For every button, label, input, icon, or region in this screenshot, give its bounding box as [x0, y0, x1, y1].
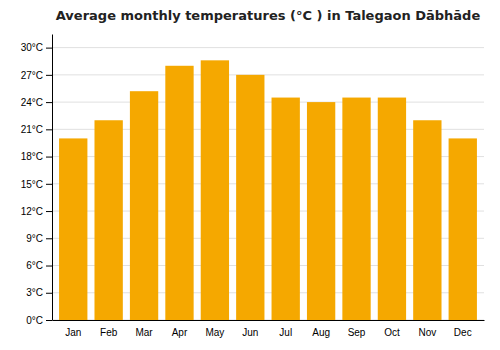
y-tick-label: 21°C [21, 124, 43, 135]
bars [59, 60, 477, 320]
y-tick: 12°C [21, 206, 52, 217]
y-tick: 0°C [26, 315, 52, 326]
bar [413, 120, 441, 320]
bar [236, 75, 264, 320]
bar [449, 138, 477, 320]
y-tick-mark [46, 129, 52, 130]
y-tick-mark [46, 293, 52, 294]
y-tick-mark [46, 48, 52, 49]
y-tick-mark [46, 102, 52, 103]
x-tick: Feb [100, 327, 118, 338]
y-tick-mark [46, 238, 52, 239]
grid-line [52, 102, 484, 103]
bar [307, 102, 335, 320]
y-tick-label: 24°C [21, 97, 43, 108]
y-axis: 0°C 3°C 6°C 9°C 12°C 15°C 18°C 21°C 24°C 27°C 30°C [21, 35, 53, 326]
x-tick-label: Jul [279, 327, 292, 338]
x-tick: Oct [384, 327, 400, 338]
x-tick-label: Dec [454, 327, 472, 338]
x-tick-label: Apr [172, 327, 188, 338]
x-tick: Apr [172, 327, 188, 338]
x-axis: Jan Feb Mar Apr May Jun Jul Aug Sep Oct Nov Dec [53, 321, 485, 339]
y-tick-mark [46, 211, 52, 212]
y-tick: 6°C [26, 260, 52, 271]
x-tick: May [205, 327, 224, 338]
x-tick: Jun [242, 327, 258, 338]
x-tick-label: Oct [384, 327, 400, 338]
x-tick-label: Jan [65, 327, 81, 338]
x-tick-label: Aug [312, 327, 330, 338]
y-tick-mark [46, 320, 52, 321]
y-tick-mark [46, 75, 52, 76]
x-tick-label: Nov [418, 327, 436, 338]
y-tick-label: 12°C [21, 206, 43, 217]
y-tick-label: 0°C [26, 315, 43, 326]
x-tick: Aug [312, 327, 330, 338]
y-axis-line [52, 35, 53, 321]
y-tick: 3°C [26, 287, 52, 298]
y-tick-mark [46, 184, 52, 185]
bar [378, 98, 406, 320]
grid [52, 48, 484, 320]
x-tick-label: Jun [242, 327, 258, 338]
y-tick-label: 15°C [21, 179, 43, 190]
y-tick-mark [46, 266, 52, 267]
bar [59, 138, 87, 320]
title: Average monthly temperatures (°C ) in Ta… [56, 8, 481, 23]
y-tick-label: 30°C [21, 42, 43, 53]
x-tick: Sep [348, 327, 366, 338]
x-tick-label: Mar [135, 327, 153, 338]
x-tick: Jul [279, 327, 292, 338]
y-tick: 15°C [21, 179, 52, 190]
x-tick-label: Sep [348, 327, 366, 338]
y-tick-label: 9°C [26, 233, 43, 244]
bar [201, 60, 229, 320]
y-tick: 27°C [21, 70, 52, 81]
x-tick-label: May [205, 327, 224, 338]
x-tick: Nov [418, 327, 436, 338]
x-tick-label: Feb [100, 327, 118, 338]
x-axis-line [53, 320, 485, 321]
y-tick: 21°C [21, 124, 52, 135]
y-tick-label: 18°C [21, 151, 43, 162]
bar [165, 66, 193, 320]
y-tick-mark [46, 157, 52, 158]
y-tick-label: 6°C [26, 260, 43, 271]
bar [342, 98, 370, 320]
x-tick: Mar [135, 327, 153, 338]
y-tick-label: 3°C [26, 287, 43, 298]
y-tick: 30°C [21, 42, 52, 53]
x-tick: Dec [454, 327, 472, 338]
x-tick: Jan [65, 327, 81, 338]
chart: 0°C 3°C 6°C 9°C 12°C 15°C 18°C 21°C 24°C 27°C 30°C… [0, 0, 500, 350]
plot-area: 0°C 3°C 6°C 9°C 12°C 15°C 18°C 21°C 24°C 27°C 30°C… [21, 35, 485, 339]
y-tick: 18°C [21, 151, 52, 162]
bar [94, 120, 122, 320]
bar [130, 91, 158, 320]
grid-line [52, 74, 484, 75]
y-tick: 24°C [21, 97, 52, 108]
bar [272, 98, 300, 320]
y-tick: 9°C [26, 233, 52, 244]
y-tick-label: 27°C [21, 70, 43, 81]
grid-line [52, 47, 484, 48]
